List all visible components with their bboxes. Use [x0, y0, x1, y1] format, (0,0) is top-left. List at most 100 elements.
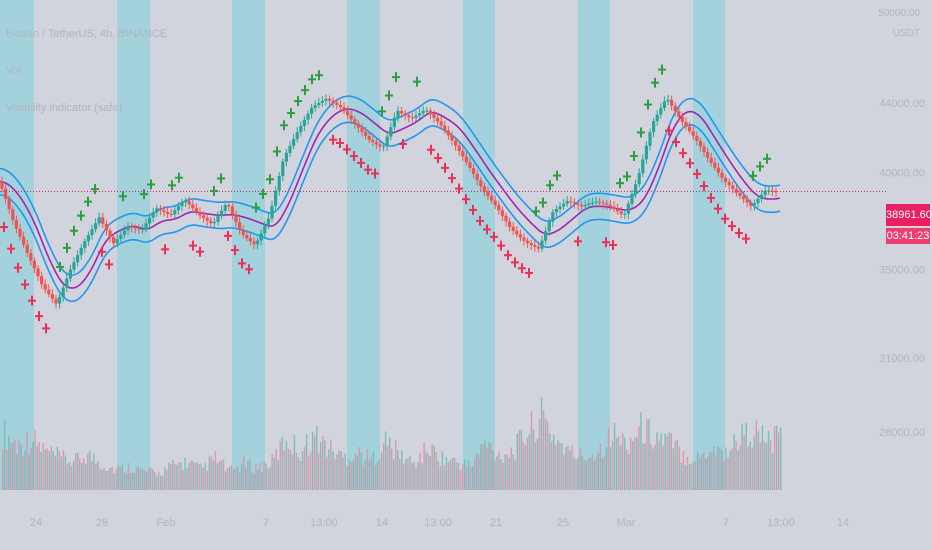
volume-bar [245, 467, 247, 490]
candle-body [731, 185, 735, 190]
candle-body [680, 116, 684, 123]
volume-bar [672, 448, 674, 490]
volume-bar [168, 462, 170, 490]
candle-body [673, 105, 677, 112]
candle-body [94, 223, 98, 230]
volume-bar [676, 440, 679, 490]
volume-bar [206, 471, 209, 490]
candle-body [50, 294, 54, 299]
candle-body [518, 234, 522, 238]
candle-body [590, 202, 594, 204]
last-price-badge[interactable]: 38961.60 [886, 204, 932, 226]
volume-bar [551, 440, 553, 490]
volume-bar [405, 459, 407, 490]
volume-bar [145, 471, 148, 490]
volume-bar [729, 450, 731, 490]
y-tick-label: 44000.00 [879, 98, 925, 110]
signal-marker [693, 168, 701, 179]
candle-body [227, 205, 231, 207]
volume-bar [273, 457, 275, 490]
volume-bar [137, 466, 140, 490]
volume-bar [208, 456, 211, 490]
candle-body [605, 203, 609, 205]
x-tick-label: 7 [723, 517, 729, 529]
signal-marker [147, 179, 155, 190]
band-lower-line [0, 121, 781, 303]
candle-body [529, 243, 533, 245]
volume-bar [309, 452, 312, 490]
volume-bar [757, 431, 760, 490]
candle-body [108, 230, 112, 238]
volume-bar [210, 456, 213, 490]
candle-body [684, 122, 688, 127]
volume-bar [62, 449, 65, 490]
candle-body [616, 208, 620, 212]
candle-body [281, 161, 285, 177]
volume-bar [413, 462, 415, 490]
candle-body [7, 198, 11, 210]
candle-body [288, 145, 292, 153]
volume-bar [617, 436, 620, 490]
volume-bar [368, 459, 371, 490]
volume-bar [715, 455, 717, 490]
candle-body [526, 240, 530, 244]
volume-bar [429, 456, 431, 490]
candle-body [266, 218, 270, 226]
signal-marker [168, 180, 176, 191]
volume-bar [644, 443, 646, 490]
candle-body [580, 204, 584, 207]
volume-bar [561, 443, 563, 490]
volume-bar [129, 473, 132, 490]
candle-body [425, 110, 429, 112]
candle-body [198, 212, 202, 216]
candle-body [191, 204, 195, 209]
candle-body [734, 189, 738, 193]
volume-bar [621, 432, 624, 490]
candle-body [536, 246, 540, 249]
volume-bar [480, 443, 482, 490]
candle-body [385, 136, 389, 147]
volume-bar [344, 453, 346, 490]
volume-bar [425, 452, 427, 490]
candle-body [4, 188, 8, 199]
candle-body [727, 181, 731, 186]
signal-marker [287, 108, 295, 119]
signal-marker [84, 196, 92, 207]
candle-body [151, 212, 155, 218]
volume-bar [664, 433, 666, 490]
candle-body [356, 123, 360, 128]
candle-body [724, 177, 728, 182]
candle-body [396, 110, 400, 118]
candle-body [241, 229, 245, 236]
volume-bar [314, 435, 316, 490]
candle-body [292, 138, 296, 146]
volume-bar [652, 448, 654, 490]
candle-body [216, 216, 220, 222]
volume-bar [565, 447, 567, 490]
candle-body [119, 234, 123, 240]
volume-bar [711, 451, 713, 490]
volume-bar [478, 455, 480, 490]
volume-bar [324, 440, 326, 490]
volume-bar [42, 443, 44, 490]
signal-marker [252, 202, 260, 213]
signal-marker [637, 127, 645, 138]
candle-body [346, 111, 350, 116]
volume-bar [463, 459, 466, 490]
volume-bar [267, 468, 269, 490]
volume-bar [516, 433, 518, 490]
candle-body [245, 235, 249, 239]
candle-body [443, 125, 447, 131]
signal-marker [210, 185, 218, 196]
candle-body [371, 139, 375, 143]
candle-body [173, 210, 177, 215]
signal-marker [756, 161, 764, 172]
volume-bar [567, 445, 569, 490]
signal-marker [469, 204, 477, 215]
volume-bar [241, 463, 243, 490]
x-tick-label: 13:00 [424, 517, 452, 529]
volume-bar [745, 422, 747, 490]
volume-bar [374, 465, 377, 490]
